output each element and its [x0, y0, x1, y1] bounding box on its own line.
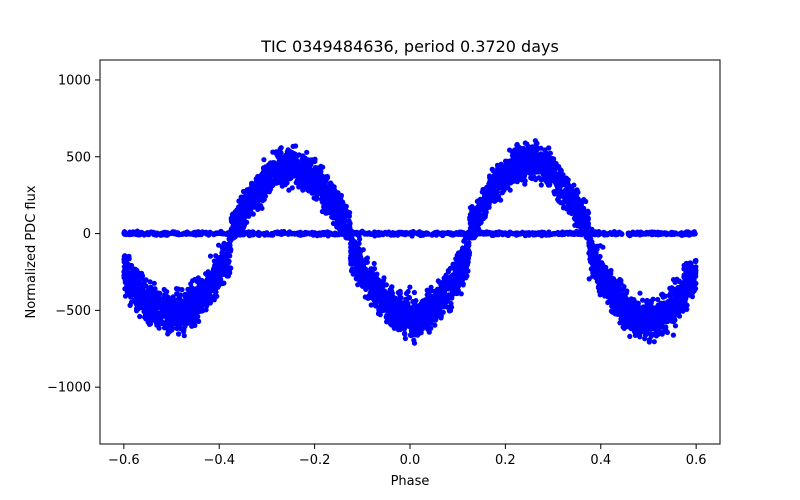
data-point — [407, 284, 413, 290]
data-point — [426, 329, 432, 335]
data-point — [672, 323, 679, 329]
data-point — [659, 291, 666, 297]
data-point — [330, 220, 336, 227]
data-point — [402, 335, 408, 342]
data-point — [637, 290, 643, 296]
data-point — [589, 239, 595, 245]
data-point — [627, 333, 633, 339]
data-point — [661, 329, 667, 335]
data-point — [475, 198, 481, 204]
data-point — [162, 324, 168, 330]
data-point — [161, 286, 167, 293]
data-point — [311, 195, 317, 201]
data-point — [589, 260, 595, 266]
data-point — [655, 296, 661, 303]
data-point — [583, 198, 589, 205]
chart-title: TIC 0349484636, period 0.3720 days — [260, 37, 559, 56]
data-point — [371, 260, 377, 267]
data-point — [608, 308, 615, 314]
data-point — [528, 145, 534, 151]
data-point — [618, 316, 624, 322]
data-point — [672, 279, 678, 285]
data-point — [464, 273, 470, 279]
data-point — [412, 230, 418, 236]
data-point — [638, 229, 644, 235]
data-point — [507, 187, 513, 193]
data-point — [657, 328, 663, 334]
data-point — [304, 149, 310, 155]
data-point — [323, 210, 329, 216]
data-point — [413, 298, 419, 304]
data-point — [290, 143, 296, 149]
data-point — [261, 157, 267, 163]
data-point — [480, 186, 486, 193]
data-point — [377, 312, 383, 318]
data-point — [547, 150, 554, 156]
data-point — [448, 300, 454, 307]
data-point — [207, 253, 214, 259]
data-point — [522, 181, 528, 187]
data-point — [411, 289, 417, 296]
data-point — [364, 259, 370, 265]
data-point — [240, 188, 247, 195]
data-point — [320, 164, 326, 170]
data-point — [408, 328, 414, 334]
data-point — [176, 286, 182, 292]
data-point — [640, 297, 646, 303]
data-point — [458, 291, 464, 297]
data-point — [500, 189, 506, 195]
data-point — [368, 302, 374, 308]
data-point — [381, 275, 387, 281]
data-point — [441, 304, 447, 310]
data-point — [446, 308, 452, 314]
data-point — [670, 332, 677, 338]
data-point — [435, 278, 441, 284]
data-point — [147, 279, 153, 285]
data-point — [649, 298, 655, 304]
data-point — [617, 320, 623, 326]
data-point — [651, 339, 657, 345]
data-point — [220, 280, 226, 287]
data-point — [636, 305, 642, 311]
data-point — [360, 247, 366, 253]
data-point — [524, 141, 530, 147]
data-point — [644, 297, 650, 304]
data-points — [121, 138, 699, 346]
data-point — [137, 313, 143, 320]
data-point — [571, 182, 577, 188]
data-point — [613, 303, 619, 310]
